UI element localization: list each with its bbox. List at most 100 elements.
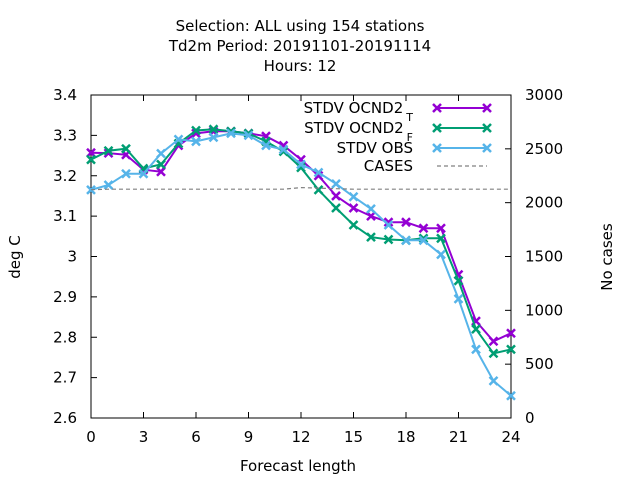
y-tick-label: 3: [67, 248, 77, 266]
data-point: [313, 167, 324, 178]
series-group: [86, 124, 516, 401]
data-point: [348, 191, 359, 202]
data-point: [348, 203, 359, 213]
legend-marker: [432, 143, 442, 153]
data-point: [173, 134, 184, 145]
data-point: [313, 184, 324, 195]
data-point: [506, 344, 516, 355]
x-tick-label: 21: [449, 428, 468, 446]
x-tick-label: 9: [244, 428, 254, 446]
title-line-2: Td2m Period: 20191101-20191114: [168, 37, 432, 55]
data-point: [383, 217, 394, 228]
legend-marker: [482, 103, 492, 113]
legend-subscript: T: [405, 111, 413, 124]
data-point: [488, 375, 499, 386]
data-point: [383, 220, 394, 230]
y2-tick-label: 500: [525, 355, 554, 373]
data-point: [436, 233, 446, 244]
data-point: [401, 217, 411, 228]
y-tick-label: 3.3: [53, 126, 77, 144]
y-tick-label: 2.9: [53, 288, 77, 306]
x-tick-label: 0: [86, 428, 96, 446]
x-tick-label: 6: [191, 428, 201, 446]
axis-ticks: 0 3 6 9 12 15 18 21 24 2.6 2.7 2.8 2.9 3 3.1 3.2 3.3 3.4 0…: [53, 86, 563, 446]
data-point: [86, 184, 96, 195]
data-point: [208, 124, 219, 135]
data-point: [436, 223, 446, 234]
data-point: [366, 211, 376, 222]
y-axis-label: deg C: [6, 235, 24, 279]
y2-tick-label: 0: [525, 409, 535, 427]
title-line-1: Selection: ALL using 154 stations: [175, 17, 425, 35]
data-point: [471, 344, 481, 355]
series-0: [86, 126, 516, 347]
legend-marker: [432, 103, 442, 113]
data-point: [471, 324, 481, 335]
legend-label: CASES: [364, 157, 413, 175]
x-tick-label: 12: [291, 428, 310, 446]
legend-marker: [432, 123, 442, 133]
legend-label: STDV OBS: [337, 139, 413, 157]
data-point: [103, 180, 114, 190]
data-point: [401, 235, 411, 246]
y-tick-label: 3.2: [53, 167, 77, 185]
data-point: [418, 235, 429, 246]
y2-tick-label: 3000: [525, 86, 563, 104]
data-point: [208, 132, 219, 143]
data-point: [506, 328, 516, 339]
data-point: [453, 294, 464, 304]
data-point: [331, 191, 341, 201]
data-point: [243, 130, 254, 141]
legend-subscript: F: [407, 131, 413, 144]
data-point: [453, 275, 464, 286]
data-point: [121, 168, 131, 179]
data-point: [191, 125, 201, 136]
y-tick-label: 2.8: [53, 328, 77, 346]
data-point: [331, 178, 341, 189]
data-point: [418, 223, 429, 234]
data-point: [488, 348, 499, 359]
y2-tick-label: 1500: [525, 248, 563, 266]
data-point: [436, 249, 446, 260]
data-point: [488, 336, 499, 347]
data-point: [366, 232, 376, 243]
y-tick-label: 3.1: [53, 207, 77, 225]
data-point: [226, 128, 236, 139]
data-point: [191, 136, 201, 147]
data-point: [348, 220, 359, 230]
y-tick-label: 2.6: [53, 409, 77, 427]
y2-tick-label: 2000: [525, 194, 563, 212]
y2-tick-label: 2500: [525, 140, 563, 158]
data-point: [138, 168, 149, 179]
x-tick-label: 24: [501, 428, 520, 446]
data-point: [278, 144, 289, 155]
y-tick-label: 3.4: [53, 86, 77, 104]
series-2: [86, 128, 516, 401]
y-tick-label: 2.7: [53, 369, 77, 387]
data-point: [156, 159, 166, 170]
series-line: [90, 132, 512, 397]
legend-marker: [482, 123, 492, 133]
title-line-3: Hours: 12: [263, 57, 337, 75]
data-point: [296, 159, 306, 170]
series-3: [90, 186, 511, 191]
data-point: [261, 140, 271, 151]
y2-tick-label: 1000: [525, 301, 563, 319]
y2-axis-label: No cases: [598, 223, 616, 291]
data-point: [103, 145, 114, 156]
data-point: [156, 148, 166, 159]
data-point: [86, 154, 96, 165]
data-point: [383, 234, 394, 245]
x-tick-label: 15: [344, 428, 363, 446]
data-point: [366, 203, 376, 214]
x-tick-label: 18: [396, 428, 415, 446]
data-point: [156, 166, 166, 177]
data-point: [121, 143, 131, 154]
legend-marker: [482, 143, 492, 153]
x-axis-label: Forecast length: [240, 457, 356, 475]
data-point: [506, 390, 516, 401]
data-point: [331, 203, 341, 213]
x-tick-label: 3: [139, 428, 149, 446]
